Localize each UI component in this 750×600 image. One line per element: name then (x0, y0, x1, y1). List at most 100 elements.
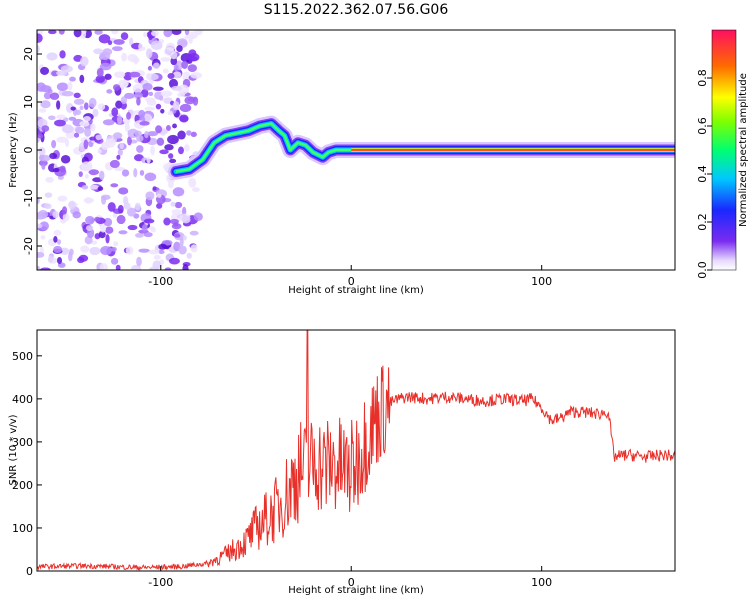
noise-blob (107, 40, 113, 46)
noise-blob (126, 207, 136, 217)
noise-blob (167, 134, 179, 145)
noise-blob (178, 245, 187, 255)
noise-blob (153, 62, 160, 70)
noise-blob (89, 184, 99, 190)
noise-blob (58, 30, 65, 35)
noise-blob (37, 265, 41, 270)
noise-blob (37, 44, 40, 54)
noise-blob (160, 108, 165, 114)
noise-blob (110, 183, 119, 188)
noise-blob (62, 125, 75, 134)
noise-blob (192, 187, 200, 193)
noise-blob (177, 130, 186, 140)
noise-blob (73, 98, 85, 105)
noise-blob (81, 185, 89, 190)
noise-blob (83, 116, 91, 122)
noise-blob (80, 56, 89, 67)
noise-blob (47, 115, 56, 121)
noise-blob (190, 72, 203, 79)
noise-blob (152, 260, 162, 270)
x-tick-label: 100 (531, 275, 552, 288)
noise-blob (179, 114, 189, 123)
noise-blob (112, 213, 118, 218)
noise-blob (190, 244, 198, 253)
noise-blob (173, 64, 179, 72)
noise-blob (178, 40, 188, 46)
noise-blob (100, 224, 107, 233)
y-tick-label: -20 (22, 237, 35, 255)
noise-blob (192, 96, 199, 106)
noise-blob (97, 186, 104, 191)
noise-blob (53, 236, 58, 243)
figure-title: S115.2022.362.07.56.G06 (264, 2, 449, 18)
noise-blob (146, 156, 151, 164)
noise-blob (56, 136, 69, 143)
noise-blob (59, 50, 66, 59)
noise-blob (94, 30, 103, 35)
noise-blob (73, 132, 80, 138)
noise-blob (156, 193, 162, 198)
noise-blob (73, 92, 81, 99)
noise-blob (44, 192, 53, 198)
noise-blob (121, 169, 130, 177)
noise-blob (60, 247, 70, 255)
noise-blob (113, 132, 123, 140)
noise-blob (138, 109, 146, 118)
spectrogram-x-label: Height of straight line (km) (288, 285, 424, 296)
noise-blob (125, 246, 134, 255)
y-tick-label: 0 (26, 565, 33, 578)
noise-blob (127, 224, 138, 231)
snr-series (37, 330, 675, 571)
noise-blob (170, 57, 178, 66)
noise-blob (182, 71, 191, 81)
noise-blob (109, 159, 120, 169)
snr-x-ticks: -100 0 100 (148, 566, 552, 589)
noise-blob (119, 142, 124, 150)
noise-blob (142, 82, 153, 91)
x-tick-label: 0 (348, 576, 355, 589)
noise-blob (147, 65, 152, 71)
noise-blob (38, 154, 51, 162)
noise-blob (43, 91, 52, 100)
noise-blob (44, 203, 52, 210)
noise-blob (145, 48, 153, 59)
noise-blob (124, 92, 135, 99)
noise-blob (148, 249, 160, 255)
noise-blob (49, 92, 60, 100)
noise-blob (171, 209, 183, 215)
noise-blob (112, 84, 121, 91)
noise-blob (48, 30, 57, 35)
noise-blob (83, 139, 89, 150)
colorbar-tick-label: 0.4 (696, 165, 709, 183)
noise-blob (141, 88, 149, 98)
snr-line (37, 330, 675, 571)
noise-blob (45, 176, 54, 183)
noise-blob (111, 30, 119, 35)
noise-blob (73, 30, 82, 38)
noise-blob (95, 75, 106, 83)
noise-blob (101, 141, 110, 151)
snr-y-label: SNR (10 * v/v) (8, 414, 19, 485)
noise-blob (116, 214, 126, 225)
noise-blob (68, 200, 76, 210)
noise-blob (99, 51, 111, 61)
noise-blob (105, 234, 110, 244)
noise-blob (182, 235, 187, 241)
noise-blob (171, 223, 182, 230)
noise-blob (138, 248, 150, 253)
noise-blob (99, 170, 105, 181)
noise-blob (136, 96, 141, 106)
noise-blob (118, 230, 128, 235)
noise-blob (97, 149, 102, 154)
noise-blob (69, 76, 76, 82)
noise-blob (52, 210, 59, 219)
noise-blob (57, 195, 68, 202)
noise-blob (85, 215, 95, 225)
noise-blob (159, 149, 169, 155)
noise-blob (38, 209, 49, 220)
noise-blob (56, 256, 63, 265)
noise-blob (182, 263, 189, 270)
noise-blob (172, 187, 185, 197)
noise-blob (60, 65, 73, 73)
colorbar-ticks: 0.0 0.2 0.4 0.6 0.8 (696, 69, 712, 279)
